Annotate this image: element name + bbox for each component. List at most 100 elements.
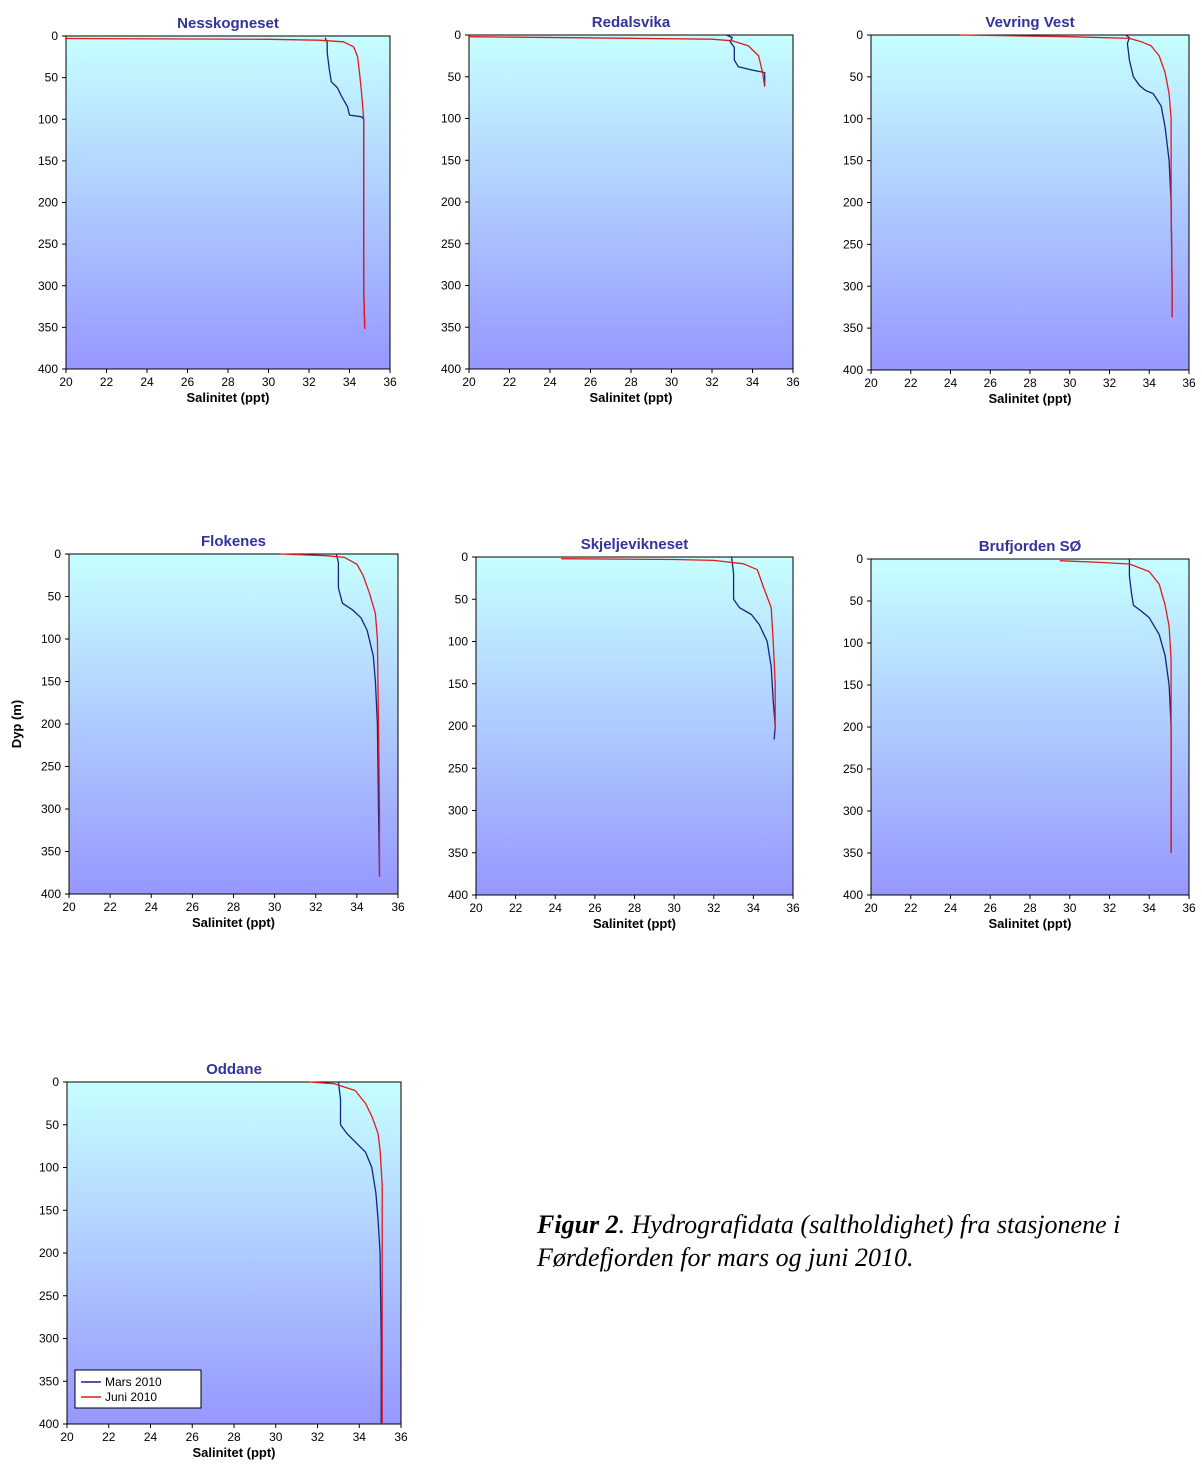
- series-line-mars-2010: [337, 1081, 382, 1424]
- x-tick-label: 32: [1103, 376, 1117, 390]
- x-tick-label: 26: [984, 901, 998, 915]
- y-tick-label: 250: [843, 762, 863, 776]
- y-tick-label: 350: [41, 845, 61, 859]
- x-tick-label: 34: [343, 375, 357, 389]
- y-tick-label: 200: [448, 719, 468, 733]
- chart-title: Redalsvika: [592, 14, 671, 31]
- series-line-juni-2010: [1059, 560, 1172, 853]
- x-tick-label: 30: [667, 901, 681, 915]
- x-tick-label: 32: [1103, 901, 1117, 915]
- x-tick-label: 36: [1182, 901, 1196, 915]
- series-line-mars-2010: [730, 556, 776, 740]
- x-tick-label: 22: [904, 901, 918, 915]
- x-tick-label: 34: [747, 901, 761, 915]
- x-tick-label: 30: [262, 375, 276, 389]
- legend-label: Mars 2010: [105, 1375, 162, 1389]
- y-tick-label: 350: [39, 1374, 59, 1388]
- plot-area: [475, 556, 794, 896]
- y-tick-label: 50: [455, 592, 469, 606]
- x-tick-label: 20: [62, 900, 76, 914]
- y-tick-label: 350: [448, 846, 468, 860]
- x-tick-label: 20: [462, 375, 476, 389]
- y-tick-label: 400: [843, 888, 863, 902]
- y-tick-label: 150: [843, 154, 863, 168]
- plot-area: [68, 553, 399, 895]
- x-axis-label: Salinitet (ppt): [988, 391, 1071, 406]
- x-tick-label: 20: [59, 375, 73, 389]
- y-tick-label: 150: [441, 153, 461, 167]
- y-tick-label: 200: [441, 195, 461, 209]
- series-line-juni-2010: [280, 553, 381, 877]
- plot-area: [870, 34, 1190, 371]
- y-tick-label: 0: [52, 1075, 59, 1089]
- y-tick-label: 0: [856, 552, 863, 566]
- x-tick-label: 28: [221, 375, 235, 389]
- plot-area: [870, 558, 1190, 896]
- x-tick-label: 24: [144, 1430, 158, 1444]
- y-tick-label: 200: [843, 196, 863, 210]
- y-tick-label: 350: [843, 321, 863, 335]
- x-tick-label: 20: [864, 901, 878, 915]
- x-tick-label: 22: [102, 1430, 116, 1444]
- y-tick-label: 400: [39, 1417, 59, 1431]
- y-tick-label: 100: [843, 636, 863, 650]
- x-tick-label: 36: [786, 901, 800, 915]
- x-tick-label: 36: [1182, 376, 1196, 390]
- y-tick-label: 150: [38, 154, 58, 168]
- y-tick-label: 150: [448, 677, 468, 691]
- x-tick-label: 20: [60, 1430, 74, 1444]
- x-tick-label: 20: [469, 901, 483, 915]
- y-tick-label: 350: [38, 320, 58, 334]
- series-line-juni-2010: [65, 37, 366, 330]
- x-tick-label: 26: [186, 900, 200, 914]
- series-line-mars-2010: [725, 34, 766, 86]
- x-tick-label: 32: [302, 375, 316, 389]
- x-tick-label: 30: [1063, 376, 1077, 390]
- y-tick-label: 400: [41, 887, 61, 901]
- x-tick-label: 28: [628, 901, 642, 915]
- x-axis-label: Salinitet (ppt): [593, 916, 676, 931]
- y-tick-label: 300: [38, 279, 58, 293]
- x-tick-label: 24: [145, 900, 159, 914]
- y-tick-label: 400: [441, 362, 461, 376]
- y-tick-label: 250: [39, 1289, 59, 1303]
- y-tick-label: 100: [448, 635, 468, 649]
- x-tick-label: 34: [353, 1430, 367, 1444]
- x-tick-label: 30: [665, 375, 679, 389]
- y-tick-label: 150: [41, 675, 61, 689]
- x-tick-label: 28: [227, 1430, 241, 1444]
- legend-label: Juni 2010: [105, 1390, 157, 1404]
- series-line-juni-2010: [468, 36, 766, 87]
- y-tick-label: 250: [441, 237, 461, 251]
- x-tick-label: 26: [584, 375, 598, 389]
- y-tick-label: 200: [39, 1246, 59, 1260]
- x-tick-label: 24: [140, 375, 154, 389]
- plot-area: [66, 1081, 402, 1425]
- y-tick-label: 50: [850, 594, 864, 608]
- x-tick-label: 30: [1063, 901, 1077, 915]
- series-line-juni-2010: [561, 558, 776, 731]
- y-tick-label: 300: [448, 804, 468, 818]
- y-tick-label: 100: [38, 112, 58, 126]
- x-tick-label: 28: [624, 375, 638, 389]
- x-axis-label: Salinitet (ppt): [192, 1445, 275, 1460]
- y-tick-label: 0: [461, 550, 468, 564]
- y-tick-label: 0: [454, 28, 461, 42]
- x-tick-label: 28: [1023, 901, 1037, 915]
- x-tick-label: 22: [904, 376, 918, 390]
- y-tick-label: 100: [41, 632, 61, 646]
- x-tick-label: 24: [944, 376, 958, 390]
- x-tick-label: 22: [503, 375, 517, 389]
- x-axis-label: Salinitet (ppt): [589, 390, 672, 405]
- y-tick-label: 50: [448, 70, 462, 84]
- x-tick-label: 28: [227, 900, 241, 914]
- y-tick-label: 150: [843, 678, 863, 692]
- caption-label: Figur 2: [537, 1210, 619, 1239]
- x-tick-label: 26: [181, 375, 195, 389]
- x-tick-label: 34: [746, 375, 760, 389]
- y-tick-label: 300: [39, 1332, 59, 1346]
- x-tick-label: 36: [383, 375, 397, 389]
- y-tick-label: 100: [441, 112, 461, 126]
- x-tick-label: 26: [186, 1430, 200, 1444]
